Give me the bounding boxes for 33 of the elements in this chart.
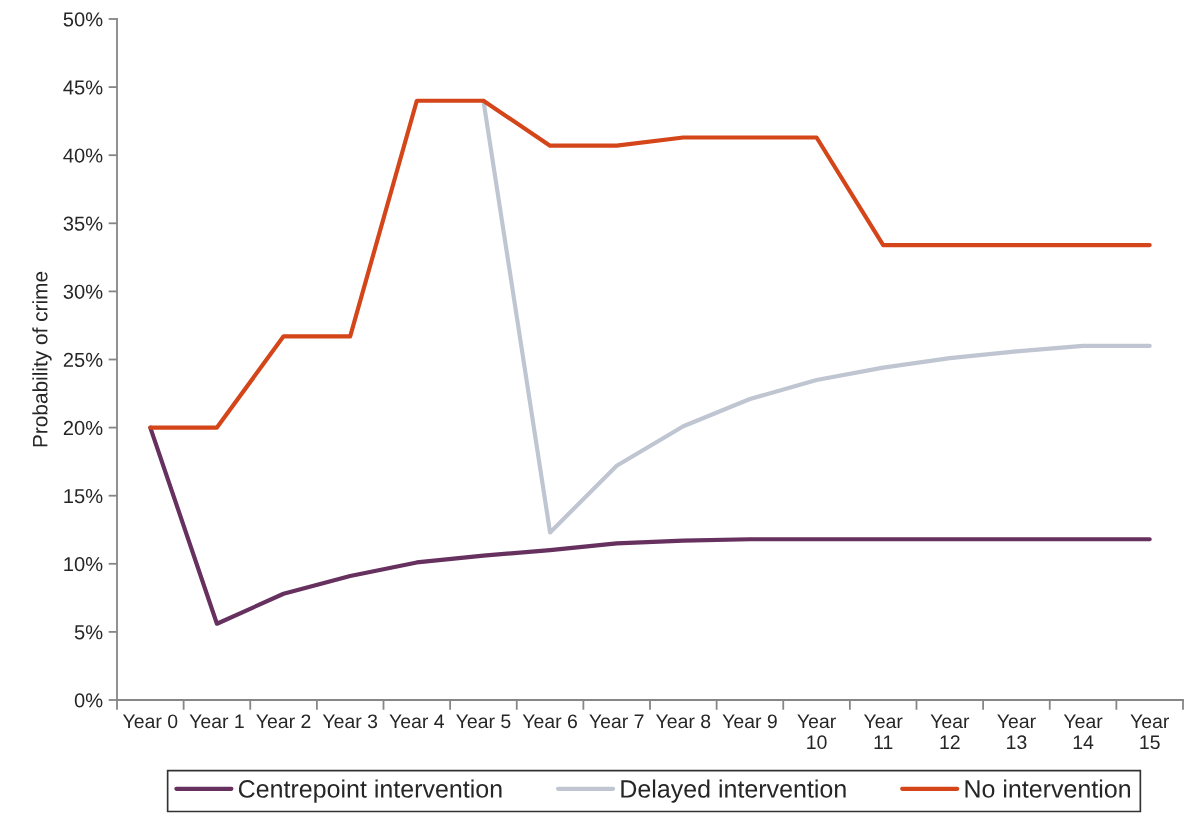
y-tick-label: 30% — [63, 284, 103, 299]
y-tick-label: 0% — [74, 693, 103, 708]
line-series — [148, 425, 1152, 626]
x-tick-label: Year 4 — [389, 714, 444, 729]
y-axis-title: Probability of crime — [32, 271, 52, 447]
x-tick-label: Year 1 — [189, 714, 244, 729]
legend-label: No intervention — [965, 779, 1130, 798]
x-tick-label: Year 8 — [655, 714, 711, 729]
legend-label: Delayed intervention — [621, 779, 846, 803]
y-tick-label: 20% — [63, 420, 103, 436]
x-tick-label: Year 14 — [1063, 714, 1103, 749]
x-tick-label: Year 5 — [456, 714, 511, 729]
x-tick-label: Year 0 — [122, 714, 178, 729]
y-tick-label: 5% — [74, 625, 103, 640]
x-tick-label: Year 6 — [522, 714, 577, 729]
legend-label: Centrepoint intervention — [238, 779, 502, 803]
y-tick-label: 35% — [63, 216, 103, 231]
x-tick-label: Year 9 — [722, 714, 777, 729]
x-tick-label: Year 2 — [256, 714, 311, 729]
x-tick-label: Year 7 — [589, 714, 644, 729]
line-series — [148, 98, 1152, 430]
y-tick-label: 25% — [63, 352, 103, 367]
y-tick-label: 40% — [63, 148, 103, 163]
x-tick-label: Year 12 — [930, 714, 970, 749]
x-tick-label: Year 11 — [863, 714, 903, 749]
x-tick-label: Year 10 — [797, 714, 836, 750]
y-tick-label: 45% — [63, 80, 103, 95]
x-tick-label: Year 3 — [322, 714, 378, 729]
y-tick-label: 10% — [64, 557, 103, 572]
x-tick-label: Year 13 — [997, 714, 1036, 750]
x-tick-label: Year 15 — [1130, 714, 1170, 750]
y-tick-label: 15% — [64, 489, 103, 504]
y-tick-label: 50% — [63, 12, 103, 27]
